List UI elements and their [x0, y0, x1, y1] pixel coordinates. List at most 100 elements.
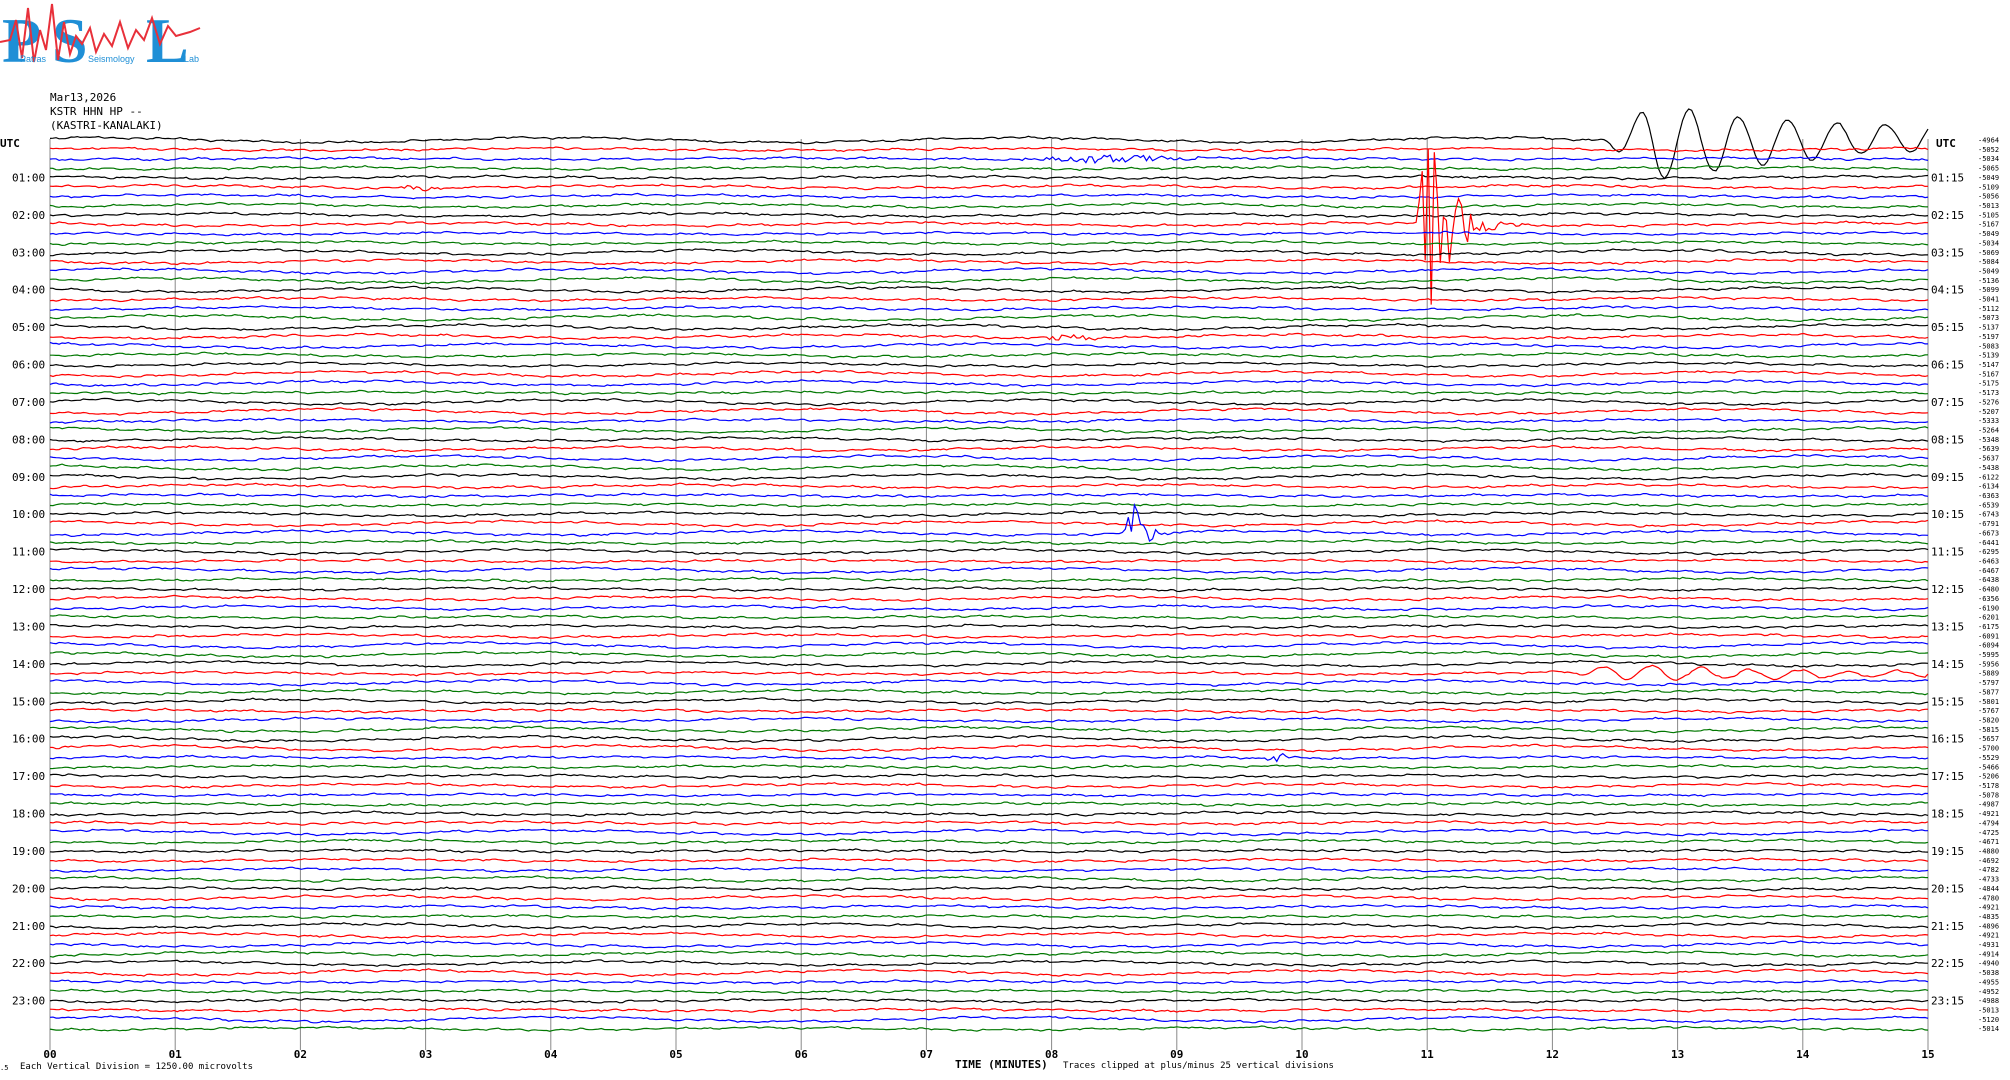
trace-offset-label: -5700 — [1978, 745, 1999, 753]
trace-line — [49, 436, 1929, 444]
trace-offset-label: -6441 — [1978, 539, 1999, 547]
trace-line — [49, 979, 1929, 985]
trace-offset-label: -5078 — [1978, 791, 1999, 799]
trace-offset-label: -5065 — [1978, 165, 1999, 173]
right-hour-label: 03:15 — [1931, 246, 1964, 259]
trace-line — [49, 407, 1929, 416]
trace-line — [49, 164, 1929, 172]
trace-offset-label: -5139 — [1978, 352, 1999, 360]
trace-line — [49, 1007, 1929, 1013]
trace-offset-label: -5820 — [1978, 717, 1999, 725]
trace-offset-label: -4725 — [1978, 829, 1999, 837]
trace-line — [49, 397, 1929, 407]
right-hour-label: 14:15 — [1931, 658, 1964, 671]
trace-line — [49, 332, 1929, 341]
left-hour-labels: 01:00 02:00 03:00 04:00 05:00 06:00 07:00 08:00… — [12, 171, 45, 1007]
trace-offset-label: -5466 — [1978, 763, 1999, 771]
left-hour-label: 07:00 — [12, 396, 45, 409]
trace-offset-label: -5637 — [1978, 455, 1999, 463]
right-hour-label: 04:15 — [1931, 284, 1964, 297]
left-hour-label: 04:00 — [12, 284, 45, 297]
trace-line — [49, 959, 1928, 968]
trace-offset-label: -5099 — [1978, 286, 1999, 294]
trace-line — [49, 640, 1929, 650]
trace-line — [49, 322, 1929, 332]
x-tick-label: 03 — [419, 1048, 432, 1061]
x-tick-label: 06 — [795, 1048, 809, 1061]
right-hour-label: 15:15 — [1931, 695, 1964, 708]
trace-line — [49, 108, 1929, 180]
trace-offset-label: -5083 — [1978, 342, 1999, 350]
x-tick-label: 14 — [1796, 1048, 1810, 1061]
trace-line — [49, 502, 1929, 542]
trace-offset-label: -5348 — [1978, 436, 1999, 444]
trace-line — [49, 472, 1929, 481]
x-tick-label: 05 — [669, 1048, 682, 1061]
trace-line — [49, 258, 1929, 266]
right-hour-label: 06:15 — [1931, 359, 1964, 372]
trace-line — [49, 1015, 1929, 1024]
trace-line — [49, 566, 1929, 575]
trace-line — [49, 604, 1929, 612]
trace-line — [49, 931, 1929, 939]
trace-line — [49, 848, 1929, 854]
trace-line — [49, 838, 1929, 846]
trace-line — [50, 594, 1929, 602]
trace-line — [49, 781, 1929, 789]
trace-offset-label: -5034 — [1978, 155, 1999, 163]
trace-offset-label: -6480 — [1978, 586, 1999, 594]
left-hour-label: 03:00 — [12, 246, 45, 259]
trace-offset-label: -4896 — [1978, 922, 1999, 930]
trace-line — [49, 361, 1929, 369]
trace-line — [49, 968, 1929, 978]
x-tick-label: 10 — [1295, 1048, 1308, 1061]
trace-line — [50, 857, 1929, 864]
trace-line — [49, 707, 1929, 714]
trace-offset-label: -4921 — [1978, 904, 1999, 912]
x-tick-label: 01 — [169, 1048, 183, 1061]
trace-line — [49, 192, 1929, 200]
trace-line — [49, 659, 1929, 668]
trace-line — [49, 752, 1929, 763]
trace-offset-label: -5767 — [1978, 707, 1999, 715]
traces — [49, 108, 1929, 1033]
trace-offset-label: -4880 — [1978, 847, 1999, 855]
trace-offset-label: -5276 — [1978, 398, 1999, 406]
trace-offset-label: -4964 — [1978, 137, 1999, 145]
trace-line — [49, 828, 1928, 837]
logo-word-patras: Patras — [20, 54, 47, 64]
trace-offset-label: -5167 — [1978, 370, 1999, 378]
trace-offset-label: -4931 — [1978, 941, 1999, 949]
left-hour-label: 19:00 — [12, 845, 45, 858]
clip-note: Traces clipped at plus/minus 25 vertical… — [1063, 1061, 1334, 1071]
trace-line — [49, 230, 1929, 237]
right-hour-label: 05:15 — [1931, 321, 1964, 334]
trace-line — [49, 894, 1929, 902]
trace-offset-label: -5175 — [1978, 380, 1999, 388]
trace-offset-label: -5013 — [1978, 202, 1999, 210]
right-hour-label: 13:15 — [1931, 620, 1964, 633]
left-hour-label: 01:00 — [12, 171, 45, 184]
trace-line — [49, 664, 1929, 681]
left-hour-label: 20:00 — [12, 882, 45, 895]
right-hour-labels: 01:15 02:15 03:15 04:15 05:15 06:15 07:15 08:15… — [1931, 171, 1964, 1007]
trace-offset-label: -5056 — [1978, 193, 1999, 201]
trace-offset-label: -6122 — [1978, 473, 1999, 481]
left-hour-label: 16:00 — [12, 733, 45, 746]
trace-offset-label: -4782 — [1978, 866, 1999, 874]
right-hour-label: 20:15 — [1931, 882, 1964, 895]
trace-line — [49, 913, 1929, 920]
trace-offset-label: -5801 — [1978, 698, 1999, 706]
logo: P S L Patras Seismology Lab — [0, 3, 201, 76]
right-hour-label: 19:15 — [1931, 845, 1964, 858]
trace-offset-label: -6175 — [1978, 623, 1999, 631]
left-hour-label: 15:00 — [12, 695, 45, 708]
trace-line — [49, 463, 1929, 472]
trace-line — [49, 510, 1929, 518]
x-tick-label: 04 — [544, 1048, 558, 1061]
trace-offset-label: -6295 — [1978, 548, 1999, 556]
trace-offset-label: -5956 — [1978, 660, 1999, 668]
trace-offset-label: -5797 — [1978, 679, 1999, 687]
x-tick-label: 08 — [1045, 1048, 1058, 1061]
trace-offset-label: -5136 — [1978, 277, 1999, 285]
